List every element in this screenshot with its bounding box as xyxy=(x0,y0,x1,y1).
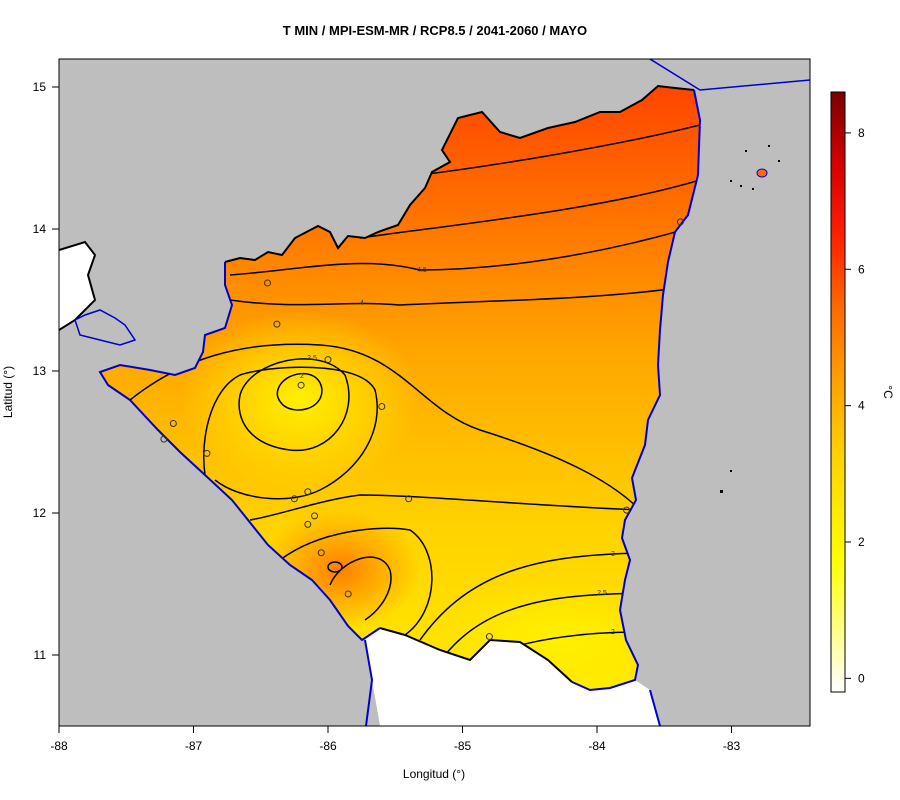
station-marker xyxy=(405,495,413,503)
contour-label: 2.5 xyxy=(597,590,607,597)
honduras-coast xyxy=(649,59,810,91)
x-tick-label: -87 xyxy=(185,739,203,753)
colorbar-tick-label: 8 xyxy=(858,126,865,140)
station-marker xyxy=(344,590,352,598)
contour-line xyxy=(276,372,323,411)
y-tick-label: 14 xyxy=(33,222,47,236)
contour-line xyxy=(359,179,700,239)
station-marker xyxy=(273,320,281,328)
station-marker xyxy=(290,495,298,503)
station-marker xyxy=(623,506,631,514)
colorbar-tick-label: 6 xyxy=(858,262,865,276)
contour-line xyxy=(329,556,392,621)
cool-anomaly-north xyxy=(180,310,420,490)
x-tick-label: -86 xyxy=(319,739,337,753)
x-tick-label: -84 xyxy=(588,739,606,753)
contour-line xyxy=(327,561,343,573)
colorbar-tick-label: 2 xyxy=(858,535,865,549)
station-marker xyxy=(311,512,319,520)
y-tick-label: 11 xyxy=(34,648,47,662)
contour-label: 3 xyxy=(611,551,615,558)
station-marker xyxy=(203,449,211,457)
colorbar-label: °C xyxy=(881,385,895,399)
cays xyxy=(720,145,780,493)
contour-label: 4.5 xyxy=(417,267,427,274)
costa-rica-pacific-coast xyxy=(364,639,374,726)
contour-label: 2 xyxy=(611,629,615,636)
station-marker xyxy=(263,279,271,287)
station-marker xyxy=(485,633,493,641)
y-tick-label: 15 xyxy=(33,80,47,94)
contour-line xyxy=(229,284,700,306)
caribbean-coast xyxy=(571,89,702,692)
colorbar-ticks: 0 2 4 6 8 xyxy=(845,126,865,685)
costa-rica-border xyxy=(379,627,573,683)
station-marker xyxy=(304,488,312,496)
contour-line xyxy=(129,343,641,511)
contour-line xyxy=(419,124,700,176)
costa-rica-white-patch xyxy=(365,628,660,726)
station-marker xyxy=(676,218,684,226)
contour-line xyxy=(249,494,641,521)
map-plot-area: 4.5 4 2.5 2 3 2.5 2 xyxy=(59,59,810,726)
station-marker xyxy=(317,549,325,557)
contour-line xyxy=(444,592,641,656)
contour-line xyxy=(203,366,378,500)
x-tick-label: -83 xyxy=(723,739,741,753)
contour-label: 2.5 xyxy=(307,355,317,362)
colorbar xyxy=(830,91,846,693)
y-axis-label: Latitud (°) xyxy=(1,366,15,418)
contour-label: 2 xyxy=(300,373,304,380)
x-axis: -88 -87 -86 -85 -84 -83 xyxy=(50,725,741,753)
x-tick-label: -85 xyxy=(454,739,472,753)
contour-line xyxy=(419,552,641,641)
y-axis: 11 12 13 14 15 xyxy=(33,80,60,662)
y-tick-label: 12 xyxy=(33,506,47,520)
contour-line xyxy=(238,358,350,452)
colorbar-tick-label: 4 xyxy=(858,399,865,413)
x-tick-label: -88 xyxy=(50,739,68,753)
costa-rica-caribbean-coast xyxy=(649,689,661,726)
station-marker xyxy=(169,420,177,428)
station-marker xyxy=(304,520,312,528)
station-marker xyxy=(160,435,168,443)
station-marker xyxy=(378,403,386,410)
station-marker xyxy=(324,356,332,364)
corn-island xyxy=(756,168,768,178)
stations-layer xyxy=(160,218,684,641)
contour-label: 4 xyxy=(360,300,364,307)
contour-line xyxy=(229,224,700,276)
station-marker xyxy=(297,381,305,389)
honduras-border xyxy=(224,84,695,263)
pacific-coast xyxy=(98,262,381,642)
x-axis-label: Longitud (°) xyxy=(403,767,465,781)
contour-line xyxy=(279,527,433,636)
gulf-of-fonseca xyxy=(74,309,137,346)
colorbar-tick-label: 0 xyxy=(858,671,865,685)
map-title: T MIN / MPI-ESM-MR / RCP8.5 / 2041-2060 … xyxy=(283,23,587,38)
y-tick-label: 13 xyxy=(33,364,47,378)
